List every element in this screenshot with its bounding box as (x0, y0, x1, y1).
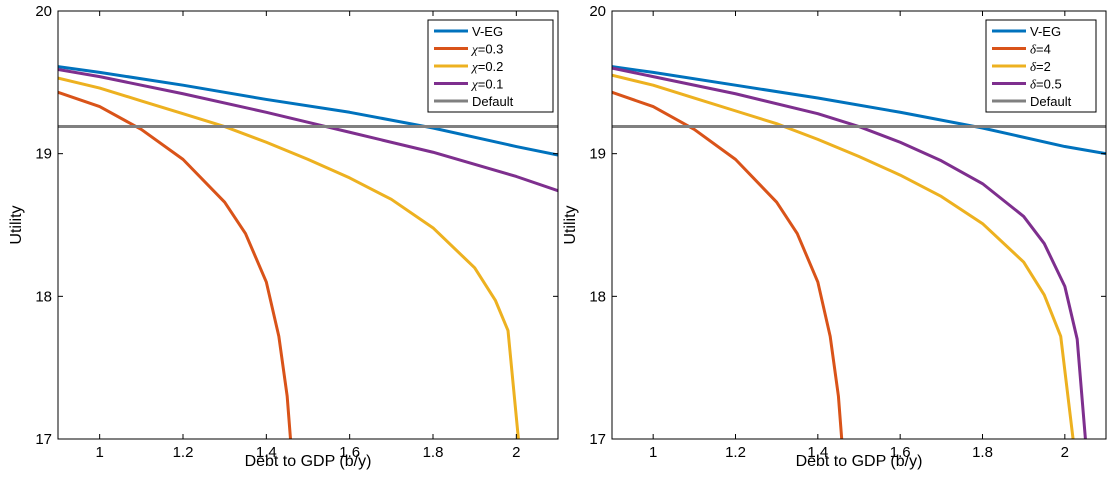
x-tick-label: 1.6 (890, 444, 911, 461)
x-tick-label: 1.4 (807, 444, 828, 461)
series-group (58, 65, 558, 439)
y-tick-label: 17 (589, 431, 606, 448)
legend-symbol: δ (1030, 42, 1037, 57)
legend-label: V-EG (1030, 24, 1061, 39)
x-tick-label: 2 (1061, 444, 1069, 461)
x-tick-label: 1.2 (725, 444, 746, 461)
x-axis-label: Debt to GDP (b/y) (245, 453, 372, 470)
legend-label: Default (472, 94, 514, 109)
legend-label: χ=0.2 (470, 59, 503, 74)
series-line-4 (612, 66, 1087, 439)
y-tick-label: 20 (589, 3, 606, 20)
x-tick-label: 1 (95, 444, 103, 461)
series-line-3 (58, 76, 520, 439)
series-line-1 (612, 65, 1106, 156)
x-tick-label: 1.2 (173, 444, 194, 461)
y-tick-label: 17 (35, 431, 52, 448)
legend-symbol: δ (1030, 77, 1037, 92)
series-line-2 (58, 90, 292, 439)
legend-value: =2 (1036, 59, 1051, 74)
legend-label: Default (1030, 94, 1072, 109)
legend-value: =0.1 (478, 77, 504, 92)
legend-label: χ=0.3 (470, 42, 503, 57)
y-axis-label: Utility (562, 205, 579, 244)
chart-panel-2: 1 1.2 1.4 1.6 1.8 2 17 18 19 20 Debt to GDP (b/y) U… (562, 3, 1107, 470)
legend-value: =4 (1036, 42, 1051, 57)
y-tick-label: 19 (35, 146, 52, 163)
axes-box (611, 10, 1107, 440)
series-line-4 (58, 68, 558, 193)
x-tick-label: 2 (512, 444, 520, 461)
legend-symbol: χ (470, 42, 478, 57)
legend-symbol: χ (470, 59, 478, 74)
y-tick-label: 18 (35, 288, 52, 305)
legend-value: =0.3 (478, 42, 504, 57)
legend-value: =0.2 (478, 59, 504, 74)
y-tick-label: 20 (35, 3, 52, 20)
x-axis-label: Debt to GDP (b/y) (796, 453, 923, 470)
axes-box (57, 10, 559, 440)
series-line-3 (612, 73, 1075, 439)
legend-label: δ=2 (1030, 59, 1051, 74)
legend-value: =0.5 (1036, 77, 1062, 92)
series-line-2 (612, 90, 844, 439)
x-tick-label: 1 (649, 444, 657, 461)
x-tick-label: 1.8 (423, 444, 444, 461)
legend-label: V-EG (472, 24, 503, 39)
series-line-1 (58, 65, 558, 157)
y-tick-label: 18 (589, 288, 606, 305)
legend-symbol: δ (1030, 59, 1037, 74)
legend-label: δ=0.5 (1030, 77, 1062, 92)
legend-label: δ=4 (1030, 42, 1051, 57)
x-tick-label: 1.8 (972, 444, 993, 461)
legend-label: χ=0.1 (470, 77, 503, 92)
y-tick-label: 19 (589, 146, 606, 163)
x-tick-label: 1.6 (339, 444, 360, 461)
chart-panel-1: 1 1.2 1.4 1.6 1.8 2 17 18 19 20 Debt to GDP (b/y) U… (8, 3, 559, 470)
x-tick-label: 1.4 (256, 444, 277, 461)
y-axis-label: Utility (8, 205, 25, 244)
legend-symbol: χ (470, 77, 478, 92)
series-group (612, 65, 1106, 439)
